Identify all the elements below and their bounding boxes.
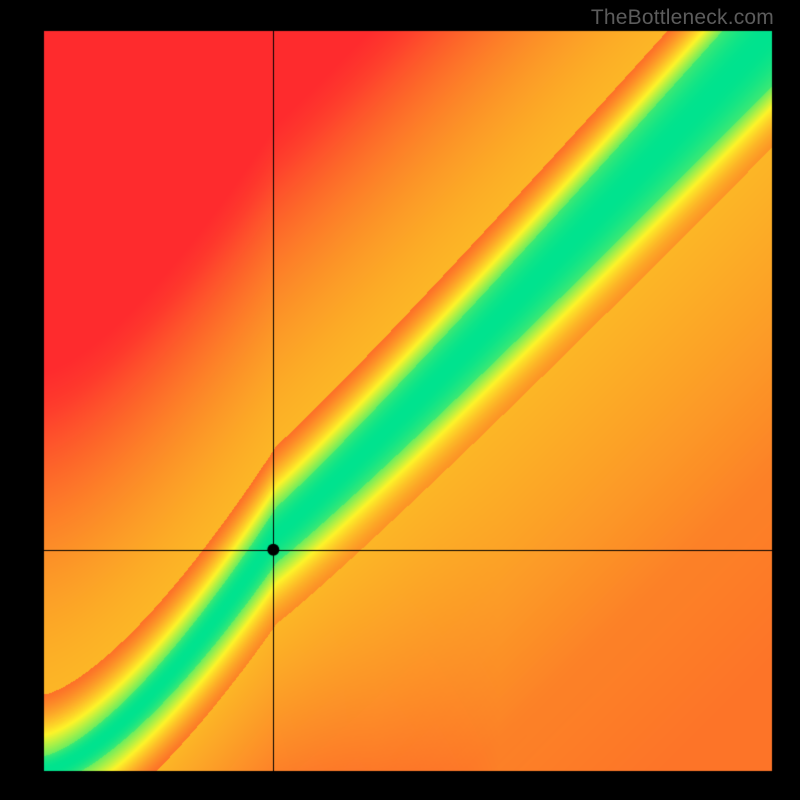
watermark-text: TheBottleneck.com (591, 6, 774, 30)
bottleneck-heatmap (0, 0, 800, 800)
